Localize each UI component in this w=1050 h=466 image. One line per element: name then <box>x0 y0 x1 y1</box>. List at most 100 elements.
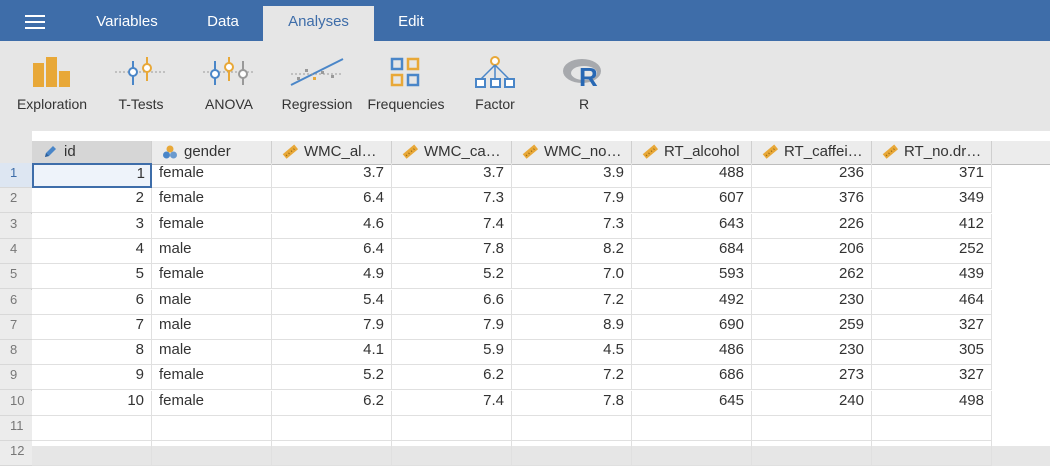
data-cell[interactable]: 7.9 <box>272 314 392 340</box>
data-cell[interactable]: 645 <box>632 390 752 416</box>
data-cell[interactable]: 4.1 <box>272 340 392 366</box>
data-cell[interactable]: 259 <box>752 314 872 340</box>
data-cell[interactable]: female <box>152 390 272 416</box>
r-button[interactable]: R R <box>539 55 629 125</box>
data-cell[interactable]: female <box>152 213 272 239</box>
data-cell[interactable]: male <box>152 314 272 340</box>
data-cell[interactable]: 607 <box>632 188 752 214</box>
corner-cell[interactable] <box>0 131 32 163</box>
data-cell[interactable]: 262 <box>752 264 872 290</box>
data-cell[interactable]: 206 <box>752 238 872 264</box>
data-cell[interactable]: 4.9 <box>272 264 392 290</box>
row-number[interactable]: 9 <box>0 365 32 391</box>
row-number[interactable]: 4 <box>0 238 32 264</box>
data-cell[interactable] <box>512 441 632 466</box>
data-cell[interactable] <box>32 441 152 466</box>
data-cell[interactable]: 7.8 <box>512 390 632 416</box>
column-header-7[interactable]: RT_caffei… <box>752 141 872 165</box>
data-cell[interactable]: 439 <box>872 264 992 290</box>
data-cell[interactable]: 3.9 <box>512 163 632 188</box>
data-cell[interactable]: 5 <box>32 264 152 290</box>
data-cell[interactable]: 252 <box>872 238 992 264</box>
row-number[interactable]: 10 <box>0 390 32 416</box>
data-cell[interactable]: 7.3 <box>512 213 632 239</box>
data-cell[interactable]: 7.2 <box>512 289 632 315</box>
data-cell[interactable]: 690 <box>632 314 752 340</box>
data-cell[interactable]: 643 <box>632 213 752 239</box>
data-cell[interactable]: 488 <box>632 163 752 188</box>
data-cell[interactable] <box>632 441 752 466</box>
exploration-button[interactable]: Exploration <box>7 55 97 125</box>
data-cell[interactable]: 327 <box>872 365 992 391</box>
tab-analyses[interactable]: Analyses <box>263 6 374 41</box>
data-cell[interactable]: 230 <box>752 340 872 366</box>
data-cell[interactable] <box>152 441 272 466</box>
data-cell[interactable]: 4 <box>32 238 152 264</box>
data-cell[interactable]: male <box>152 238 272 264</box>
tab-variables[interactable]: Variables <box>96 13 158 30</box>
data-cell[interactable] <box>32 416 152 441</box>
data-cell[interactable]: female <box>152 365 272 391</box>
row-number[interactable]: 12 <box>0 441 32 466</box>
data-cell[interactable]: 1 <box>32 163 152 188</box>
data-cell[interactable]: 7.0 <box>512 264 632 290</box>
data-cell[interactable]: 236 <box>752 163 872 188</box>
data-cell[interactable]: 6.6 <box>392 289 512 315</box>
data-cell[interactable]: 3 <box>32 213 152 239</box>
data-cell[interactable]: 305 <box>872 340 992 366</box>
data-cell[interactable]: 7 <box>32 314 152 340</box>
data-cell[interactable]: 8 <box>32 340 152 366</box>
data-cell[interactable]: 376 <box>752 188 872 214</box>
row-number[interactable]: 8 <box>0 340 32 366</box>
data-cell[interactable]: 5.9 <box>392 340 512 366</box>
data-cell[interactable]: 8.2 <box>512 238 632 264</box>
tab-data[interactable]: Data <box>207 13 239 30</box>
data-cell[interactable]: 6 <box>32 289 152 315</box>
data-cell[interactable]: 8.9 <box>512 314 632 340</box>
data-cell[interactable]: 6.2 <box>392 365 512 391</box>
data-cell[interactable]: 7.4 <box>392 213 512 239</box>
data-cell[interactable] <box>632 416 752 441</box>
data-cell[interactable]: 10 <box>32 390 152 416</box>
row-number[interactable]: 6 <box>0 289 32 315</box>
data-cell[interactable] <box>872 441 992 466</box>
data-cell[interactable]: 5.2 <box>272 365 392 391</box>
data-cell[interactable] <box>272 416 392 441</box>
data-cell[interactable]: 3.7 <box>392 163 512 188</box>
column-header-1[interactable]: id <box>32 141 152 165</box>
data-cell[interactable]: 486 <box>632 340 752 366</box>
data-cell[interactable]: 5.4 <box>272 289 392 315</box>
data-cell[interactable]: 5.2 <box>392 264 512 290</box>
tab-edit[interactable]: Edit <box>398 13 424 30</box>
data-cell[interactable]: 9 <box>32 365 152 391</box>
data-cell[interactable]: 6.2 <box>272 390 392 416</box>
regression-button[interactable]: Regression <box>272 55 362 125</box>
factor-button[interactable]: Factor <box>450 55 540 125</box>
data-cell[interactable]: 464 <box>872 289 992 315</box>
data-cell[interactable]: male <box>152 289 272 315</box>
data-cell[interactable]: 371 <box>872 163 992 188</box>
data-cell[interactable]: 6.4 <box>272 188 392 214</box>
data-cell[interactable]: female <box>152 163 272 188</box>
data-cell[interactable] <box>752 441 872 466</box>
data-cell[interactable] <box>392 441 512 466</box>
data-cell[interactable]: 498 <box>872 390 992 416</box>
data-cell[interactable]: 327 <box>872 314 992 340</box>
data-cell[interactable]: 7.9 <box>512 188 632 214</box>
data-cell[interactable] <box>872 416 992 441</box>
data-cell[interactable]: female <box>152 188 272 214</box>
column-header-2[interactable]: gender <box>152 141 272 165</box>
data-cell[interactable] <box>392 416 512 441</box>
data-cell[interactable]: 7.9 <box>392 314 512 340</box>
data-cell[interactable]: 492 <box>632 289 752 315</box>
data-cell[interactable] <box>272 441 392 466</box>
data-cell[interactable]: 6.4 <box>272 238 392 264</box>
column-header-3[interactable]: WMC_al… <box>272 141 392 165</box>
data-cell[interactable]: 412 <box>872 213 992 239</box>
data-cell[interactable]: 7.4 <box>392 390 512 416</box>
data-cell[interactable]: 4.6 <box>272 213 392 239</box>
data-cell[interactable]: 3.7 <box>272 163 392 188</box>
column-header-4[interactable]: WMC_ca… <box>392 141 512 165</box>
data-cell[interactable] <box>512 416 632 441</box>
frequencies-button[interactable]: Frequencies <box>361 55 451 125</box>
